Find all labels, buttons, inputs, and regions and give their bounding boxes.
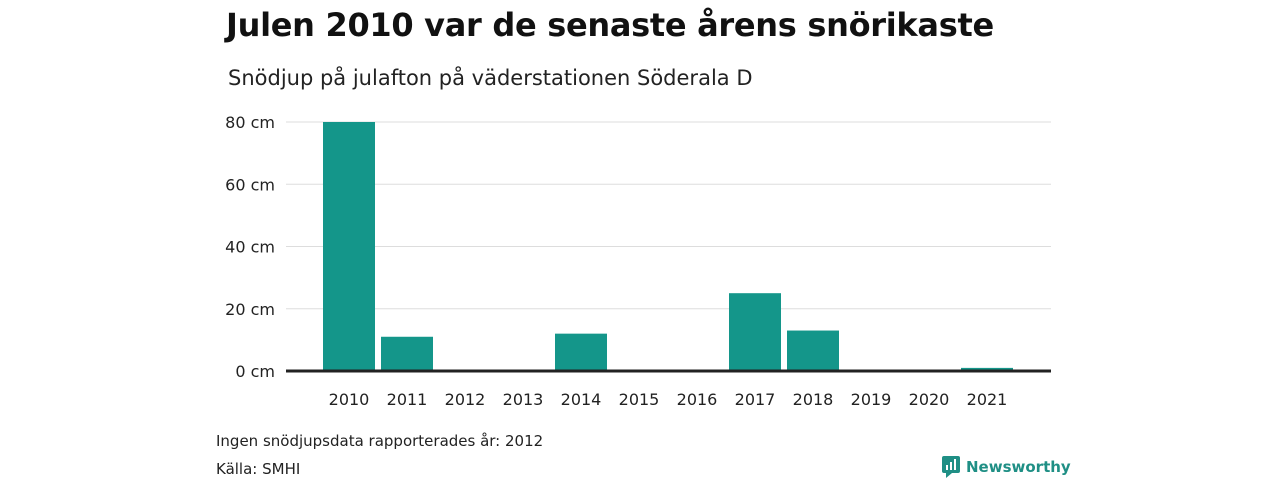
chart-subtitle: Snödjup på julafton på väderstationen Sö… — [228, 66, 753, 90]
bar — [555, 333, 607, 371]
bar-chart: 0 cm 20 cm 40 cm 60 cm 80 cm 2010 2011 2012 2013… — [225, 113, 1051, 409]
newsworthy-logo-icon — [942, 456, 960, 478]
x-tick-label: 2015 — [619, 390, 660, 409]
y-tick-label: 20 cm — [225, 300, 275, 319]
x-tick-label: 2014 — [561, 390, 602, 409]
y-tick-label: 0 cm — [235, 362, 275, 381]
bar — [323, 122, 375, 371]
x-tick-label: 2019 — [851, 390, 892, 409]
source-note: Källa: SMHI — [216, 460, 301, 478]
x-tick-label: 2013 — [503, 390, 544, 409]
brand-name: Newsworthy — [966, 458, 1071, 476]
brand-logo: Newsworthy — [942, 456, 1071, 478]
bar — [381, 336, 433, 371]
x-tick-label: 2011 — [387, 390, 428, 409]
x-tick-label: 2020 — [909, 390, 950, 409]
x-tick-label: 2017 — [735, 390, 776, 409]
x-tick-label: 2021 — [967, 390, 1008, 409]
x-tick-label: 2016 — [677, 390, 718, 409]
bar — [729, 293, 781, 371]
y-tick-label: 80 cm — [225, 113, 275, 132]
missing-data-note: Ingen snödjupsdata rapporterades år: 201… — [216, 432, 544, 450]
x-tick-label: 2012 — [445, 390, 486, 409]
x-tick-label: 2018 — [793, 390, 834, 409]
bar — [787, 330, 839, 371]
y-tick-label: 40 cm — [225, 238, 275, 257]
x-tick-label: 2010 — [329, 390, 370, 409]
y-tick-label: 60 cm — [225, 175, 275, 194]
bar — [961, 367, 1013, 371]
chart-title: Julen 2010 var de senaste årens snörikas… — [226, 6, 994, 44]
